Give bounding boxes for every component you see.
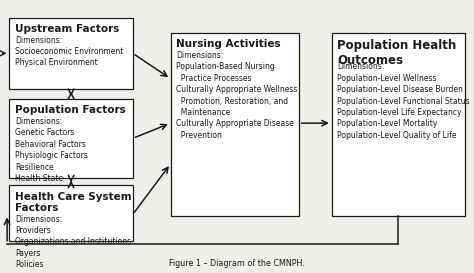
- Text: Dimensions:
Socioeconomic Environment
Physical Environment: Dimensions: Socioeconomic Environment Ph…: [15, 35, 124, 67]
- FancyBboxPatch shape: [9, 99, 133, 178]
- FancyBboxPatch shape: [9, 18, 133, 89]
- Text: Nursing Activities: Nursing Activities: [176, 39, 281, 49]
- Text: Population Factors: Population Factors: [15, 105, 126, 115]
- Text: Health Care System
Factors: Health Care System Factors: [15, 192, 132, 213]
- FancyBboxPatch shape: [9, 185, 133, 241]
- Text: Dimensions:
Providers
Organizations and Institutions
Payers
Policies: Dimensions: Providers Organizations and …: [15, 215, 131, 269]
- FancyBboxPatch shape: [332, 33, 465, 216]
- Text: Dimensions:
Population-Based Nursing
  Practice Processes
Culturally Appropriate: Dimensions: Population-Based Nursing Pra…: [176, 51, 298, 140]
- Text: Upstream Factors: Upstream Factors: [15, 24, 119, 34]
- Text: Dimensions:
Genetic Factors
Behavioral Factors
Physiologic Factors
Resilience
He: Dimensions: Genetic Factors Behavioral F…: [15, 117, 88, 183]
- Text: Figure 1 – Diagram of the CMNPH.: Figure 1 – Diagram of the CMNPH.: [169, 259, 305, 268]
- FancyBboxPatch shape: [171, 33, 299, 216]
- Text: Dimensions:
Population-Level Wellness
Population-Level Disease Burden
Population: Dimensions: Population-Level Wellness Po…: [337, 62, 470, 140]
- Text: Population Health
Outcomes: Population Health Outcomes: [337, 39, 457, 67]
